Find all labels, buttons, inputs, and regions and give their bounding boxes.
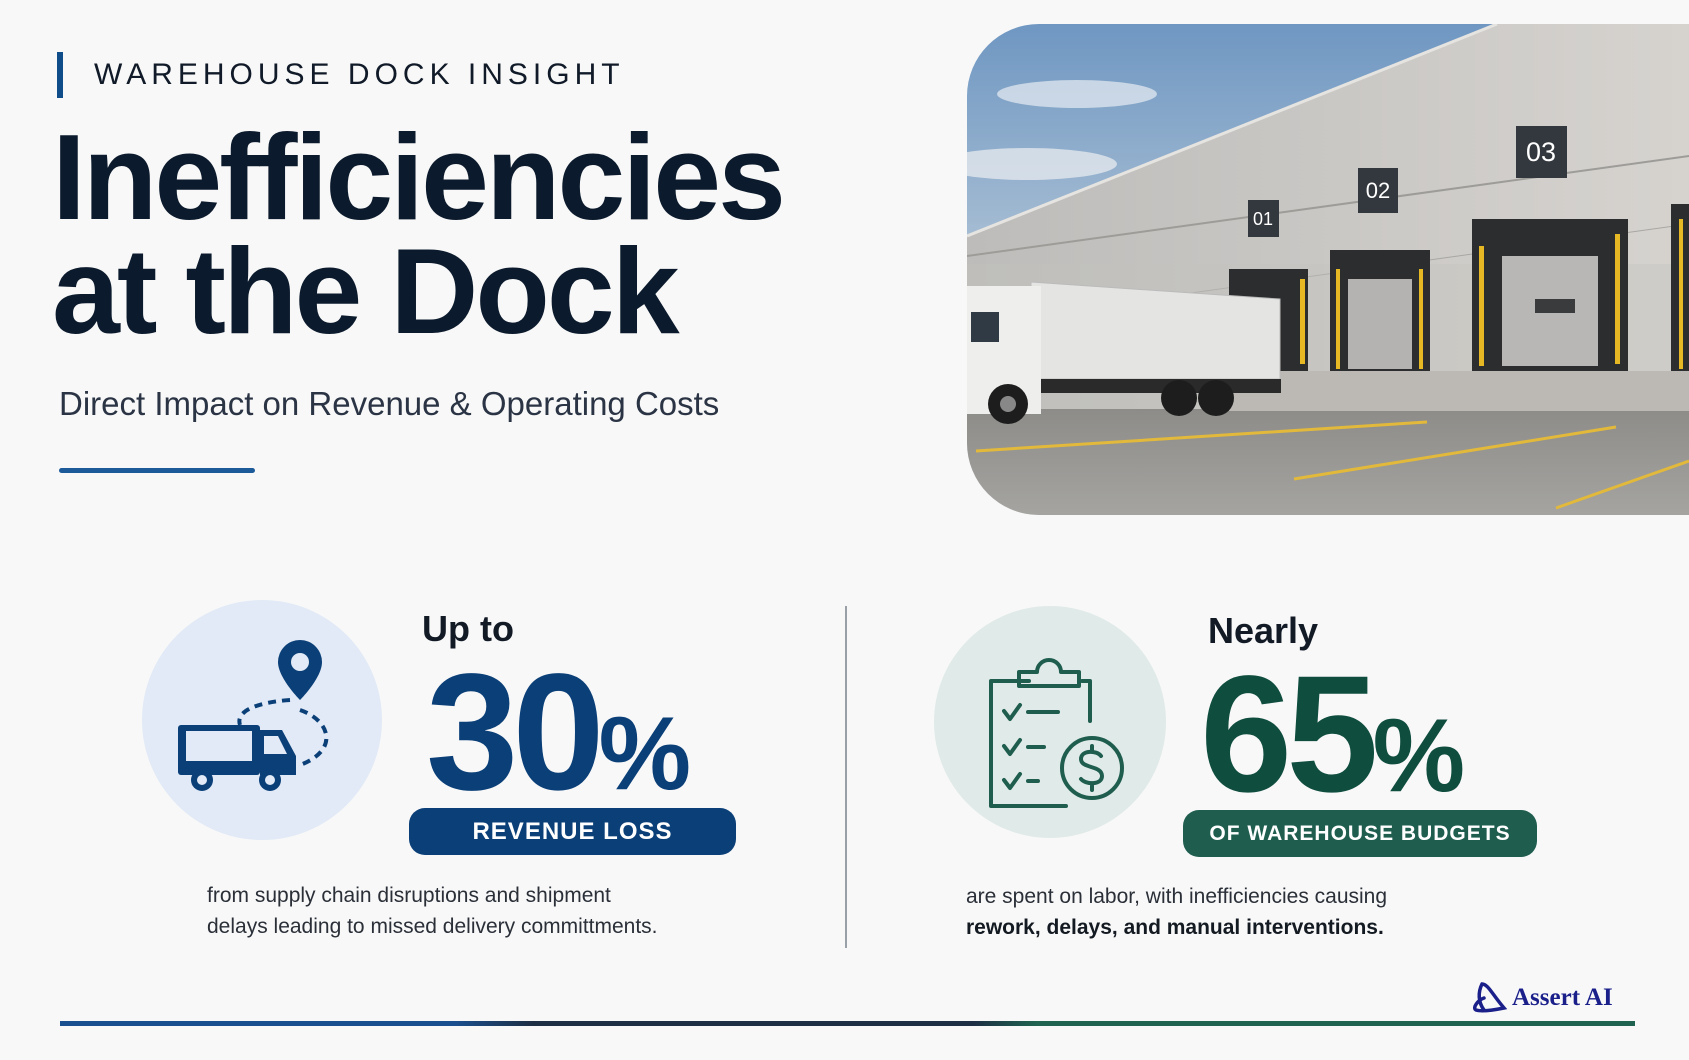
dock-number-plate-03: 03 [1516, 126, 1567, 178]
stat-description-revenue: from supply chain disruptions and shipme… [207, 880, 658, 942]
truck-route-icon [178, 640, 329, 791]
clipboard-dollar-icon [989, 658, 1124, 808]
stat-number: 30 [426, 640, 605, 825]
revenue-loss-badge: REVENUE LOSS [409, 808, 736, 855]
page-title: Inefficiencies at the Dock [52, 109, 786, 359]
truck-icon-circle [142, 600, 382, 840]
warehouse-dock-photo: 01 02 03 [967, 24, 1689, 515]
svg-text:02: 02 [1366, 178, 1390, 203]
stat-lead-budget: Nearly [1208, 610, 1319, 651]
stat-value-revenue: 30% [426, 650, 691, 816]
assert-ai-logo-icon [1472, 982, 1508, 1013]
section-divider [845, 606, 847, 948]
desc-line-1: from supply chain disruptions and shipme… [207, 884, 611, 907]
title-line-2: at the Dock [52, 223, 680, 359]
footer-gradient-line [60, 1021, 1635, 1026]
dock-door-3 [1472, 219, 1628, 384]
eyebrow-accent-bar [57, 52, 63, 98]
dock-number-plate-01: 01 [1248, 200, 1279, 237]
desc-line-1: are spent on labor, with inefficiencies … [966, 885, 1388, 908]
warehouse-budgets-badge: OF WAREHOUSE BUDGETS [1183, 810, 1537, 857]
dock-door-2 [1330, 250, 1430, 382]
dock-number-plate-02: 02 [1358, 168, 1398, 213]
stat-unit: % [598, 696, 692, 812]
stat-lead-revenue: Up to [422, 608, 514, 649]
title-line-1: Inefficiencies [52, 109, 786, 245]
logo-text: Assert AI [1512, 984, 1613, 1011]
desc-line-2: rework, delays, and manual interventions… [966, 916, 1384, 939]
assert-ai-logo: Assert AI [1472, 980, 1613, 1016]
stat-value-budget: 65% [1200, 652, 1465, 818]
eyebrow-label: WAREHOUSE DOCK INSIGHT [94, 58, 625, 91]
desc-line-2: delays leading to missed delivery commit… [207, 915, 658, 938]
stat-description-budget: are spent on labor, with inefficiencies … [966, 881, 1387, 943]
title-underline [59, 468, 255, 473]
page-subtitle: Direct Impact on Revenue & Operating Cos… [59, 385, 720, 422]
truck [967, 281, 1281, 424]
svg-text:01: 01 [1253, 209, 1273, 229]
stat-number: 65 [1200, 642, 1379, 827]
clipboard-icon-circle [934, 606, 1166, 838]
svg-text:03: 03 [1526, 137, 1556, 167]
stat-unit: % [1372, 698, 1466, 814]
